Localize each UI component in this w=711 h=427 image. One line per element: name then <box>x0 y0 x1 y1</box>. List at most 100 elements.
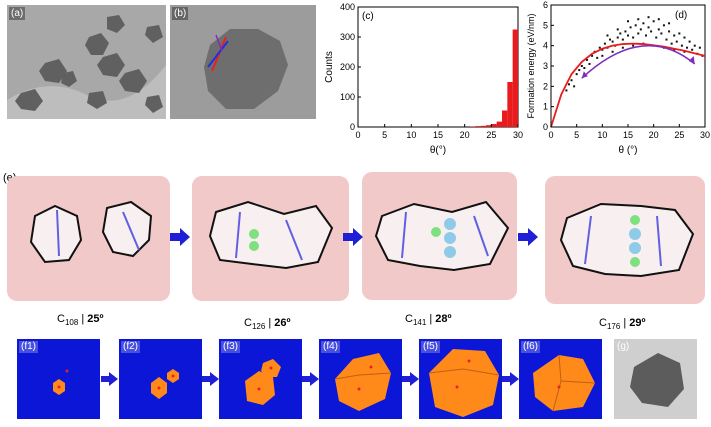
data-point <box>639 28 642 31</box>
plot-frame <box>550 4 706 128</box>
fit-curve <box>550 42 706 128</box>
chart-d-svg: 0 5 10 15 20 25 30 0 1 2 3 4 5 6 (d) θ (°) Formation ene… <box>526 0 710 156</box>
caption-c176: C176 | 29º <box>599 317 646 332</box>
f1-label: (f1) <box>19 341 38 353</box>
x-tick-label: 25 <box>674 130 684 140</box>
y-axis-label: Counts <box>324 51 335 83</box>
growth-frame-f3: (f3) <box>219 339 302 419</box>
f3-label: (f3) <box>221 341 240 353</box>
data-point <box>573 85 576 88</box>
data-point <box>611 50 614 53</box>
simulation-frame-1 <box>7 176 170 301</box>
y-tick-label: 1 <box>543 102 548 112</box>
sem-a-domains <box>7 5 166 119</box>
x-tick-label: 0 <box>355 130 360 140</box>
data-point <box>642 22 645 25</box>
data-point <box>606 34 609 37</box>
f5-svg <box>428 349 500 417</box>
data-point <box>680 44 683 47</box>
trend-arc <box>581 44 696 79</box>
data-point <box>601 54 604 57</box>
data-point <box>698 46 701 49</box>
x-tick-label: 20 <box>460 130 470 140</box>
y-tick-label: 400 <box>340 2 355 12</box>
data-point <box>647 26 650 29</box>
data-point <box>688 40 691 43</box>
f4-svg <box>334 353 392 411</box>
data-point <box>670 42 673 45</box>
y-tick-label: 100 <box>340 92 355 102</box>
y-tick-label: 4 <box>543 41 548 51</box>
data-point <box>588 62 591 65</box>
arrowhead-icon <box>688 55 695 64</box>
panel-label-c: (c) <box>362 11 374 22</box>
x-axis-label: θ (°) <box>619 145 638 156</box>
g-svg <box>630 353 684 407</box>
x-tick-label: 15 <box>433 130 443 140</box>
simulation-frame-4 <box>545 176 705 304</box>
arrow-right-icon <box>502 372 519 386</box>
f6-svg <box>533 354 596 412</box>
data-point <box>647 16 650 19</box>
data-point <box>629 26 632 29</box>
panel-label-b: (b) <box>172 7 189 20</box>
data-point <box>652 20 655 23</box>
data-point <box>624 30 627 33</box>
x-tick-label: 15 <box>623 130 633 140</box>
f2-svg <box>151 369 179 399</box>
data-point <box>657 28 660 31</box>
histogram-bar <box>480 125 486 127</box>
data-point <box>693 44 696 47</box>
sem-b-domain <box>170 5 316 119</box>
data-point <box>616 28 619 31</box>
x-tick-label: 5 <box>574 130 579 140</box>
data-point <box>691 48 694 51</box>
y-tick-label: 2 <box>543 81 548 91</box>
data-point <box>644 34 647 37</box>
data-point <box>657 18 660 21</box>
arrow-right-icon <box>202 372 219 386</box>
histogram-bar <box>502 110 508 127</box>
data-point <box>591 54 594 57</box>
data-point <box>632 44 635 47</box>
data-point <box>621 38 624 41</box>
histogram-bar <box>491 124 497 127</box>
data-point <box>634 24 637 27</box>
x-tick-label: 0 <box>548 130 553 140</box>
f5-label: (f5) <box>421 341 440 353</box>
panel-label-g: (g) <box>617 341 630 352</box>
data-point <box>585 58 588 61</box>
data-point <box>683 36 686 39</box>
histogram-bar <box>507 82 513 127</box>
f1-svg <box>53 369 69 395</box>
panel-label-a: (a) <box>9 7 26 20</box>
data-point <box>668 30 671 33</box>
data-point <box>668 22 671 25</box>
y-tick-label: 200 <box>340 62 355 72</box>
arrow-right-icon <box>343 228 363 246</box>
y-tick-label: 3 <box>543 61 548 71</box>
data-point <box>598 46 601 49</box>
x-tick-label: 5 <box>382 130 387 140</box>
data-point <box>678 32 681 35</box>
data-point <box>601 48 604 51</box>
panel-label-d: (d) <box>675 10 687 21</box>
histogram-bar <box>475 126 481 127</box>
data-point <box>627 34 629 37</box>
growth-frame-f1: (f1) <box>17 339 100 419</box>
arrow-right-icon <box>402 372 419 386</box>
data-point <box>662 24 665 27</box>
y-tick-label: 0 <box>350 122 355 132</box>
data-point <box>673 48 676 51</box>
y-tick-label: 5 <box>543 20 548 30</box>
chart-c: 0 5 10 15 20 25 30 0 100 200 300 400 (c) θ(°) Counts <box>320 0 525 160</box>
x-tick-label: 10 <box>597 130 607 140</box>
data-point <box>665 38 668 41</box>
data-point <box>565 89 568 92</box>
data-point <box>580 65 583 67</box>
y-axis-label: Formation energy (eV/nm) <box>526 13 536 118</box>
data-point <box>616 36 619 39</box>
f6-label: (f6) <box>521 341 540 353</box>
sim-frame-3-svg <box>362 172 517 300</box>
data-point <box>619 32 622 35</box>
